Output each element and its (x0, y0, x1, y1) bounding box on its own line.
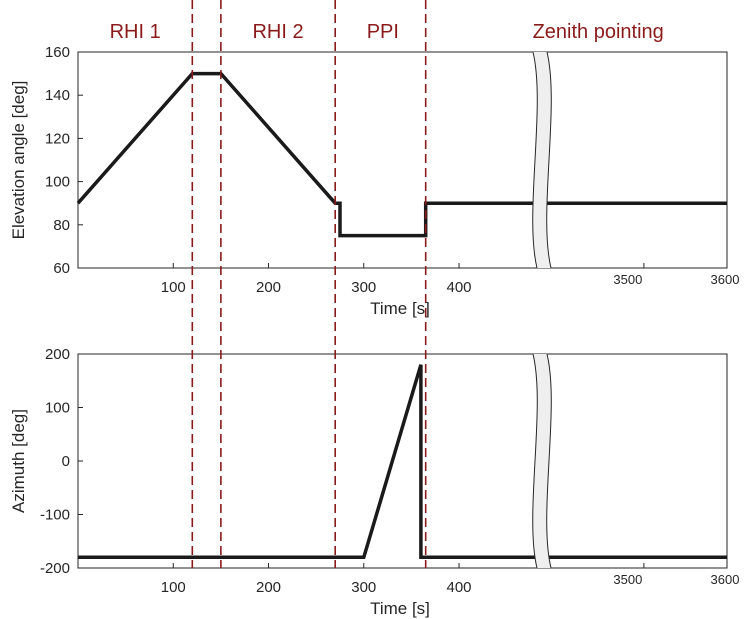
elevation-ytick-label: 60 (53, 260, 70, 277)
elevation-axis-break-right (546, 51, 552, 269)
elevation-ytick-label: 120 (45, 130, 70, 147)
elevation-xtick-label: 200 (256, 279, 281, 296)
elevation-xtick-label: 300 (351, 279, 376, 296)
azimuth-xtick-label: 300 (351, 579, 376, 596)
azimuth-xtick-label: 200 (256, 579, 281, 596)
elevation-axes-box (77, 51, 728, 269)
elevation-ytick-label: 160 (45, 44, 70, 61)
azimuth-xlabel: Time [s] (370, 599, 430, 618)
elevation-xtick-label: 3600 (711, 272, 740, 287)
elevation-xtick-label: 3500 (613, 272, 642, 287)
azimuth-xtick-label: 400 (447, 579, 472, 596)
azimuth-axis-break-left (532, 353, 538, 569)
azimuth-ytick-label: -100 (40, 507, 70, 524)
phase-label: RHI 1 (110, 21, 161, 43)
elevation-ylabel: Elevation angle [deg] (9, 81, 28, 240)
elevation-ytick-label: 100 (45, 174, 70, 191)
azimuth-ytick-label: -200 (40, 560, 70, 577)
azimuth-ytick-label: 0 (62, 453, 70, 470)
elevation-ytick-label: 140 (45, 87, 70, 104)
azimuth-xtick-label: 3600 (711, 572, 740, 587)
azimuth-xtick-label: 3500 (613, 572, 642, 587)
elevation-axis-break-fill (532, 52, 552, 268)
phase-label: Zenith pointing (533, 21, 664, 43)
elevation-series-line (76, 71, 727, 238)
azimuth-xtick-label: 100 (161, 579, 186, 596)
elevation-axis-break-left (532, 51, 538, 269)
azimuth-series-line (78, 364, 727, 560)
phase-label: PPI (367, 21, 399, 43)
azimuth-axes-box (77, 353, 728, 569)
elevation-xtick-label: 400 (447, 279, 472, 296)
azimuth-axis-break-fill (532, 354, 552, 568)
elevation-xlabel: Time [s] (370, 299, 430, 318)
phase-label: RHI 2 (252, 21, 303, 43)
elevation-xtick-label: 100 (161, 279, 186, 296)
azimuth-axis-break-right (546, 353, 552, 569)
elevation-ytick-label: 80 (53, 217, 70, 234)
azimuth-ylabel: Azimuth [deg] (9, 409, 28, 513)
azimuth-ytick-label: 100 (45, 400, 70, 417)
azimuth-ytick-label: 200 (45, 346, 70, 363)
